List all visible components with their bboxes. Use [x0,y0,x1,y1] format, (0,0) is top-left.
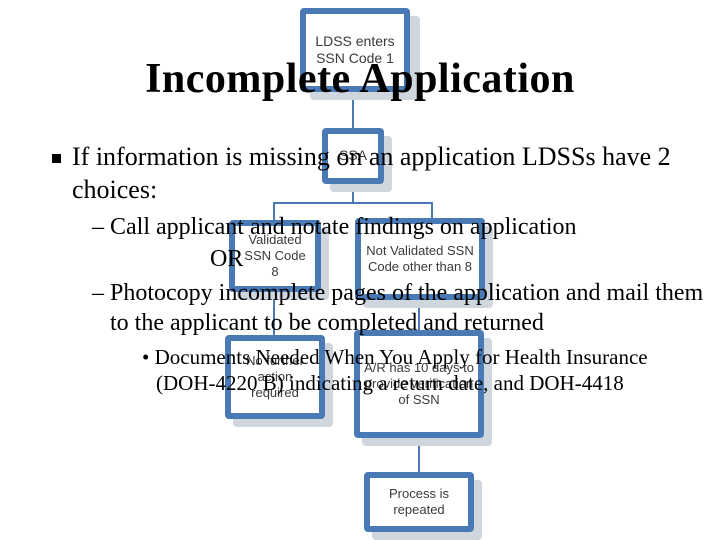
sub-sub-bullet-documents: • Documents Needed When You Apply for He… [142,344,710,397]
bullet-choices: If information is missing on an applicat… [52,141,710,206]
sub-bullet-call: – Call applicant and notate findings on … [92,212,710,242]
sub-bullet-photocopy: – Photocopy incomplete pages of the appl… [92,278,710,338]
or-separator: OR [210,244,710,274]
slide-body: If information is missing on an applicat… [10,141,710,397]
slide-title: Incomplete Application [10,55,710,103]
slide-content: Incomplete Application If information is… [0,0,720,540]
